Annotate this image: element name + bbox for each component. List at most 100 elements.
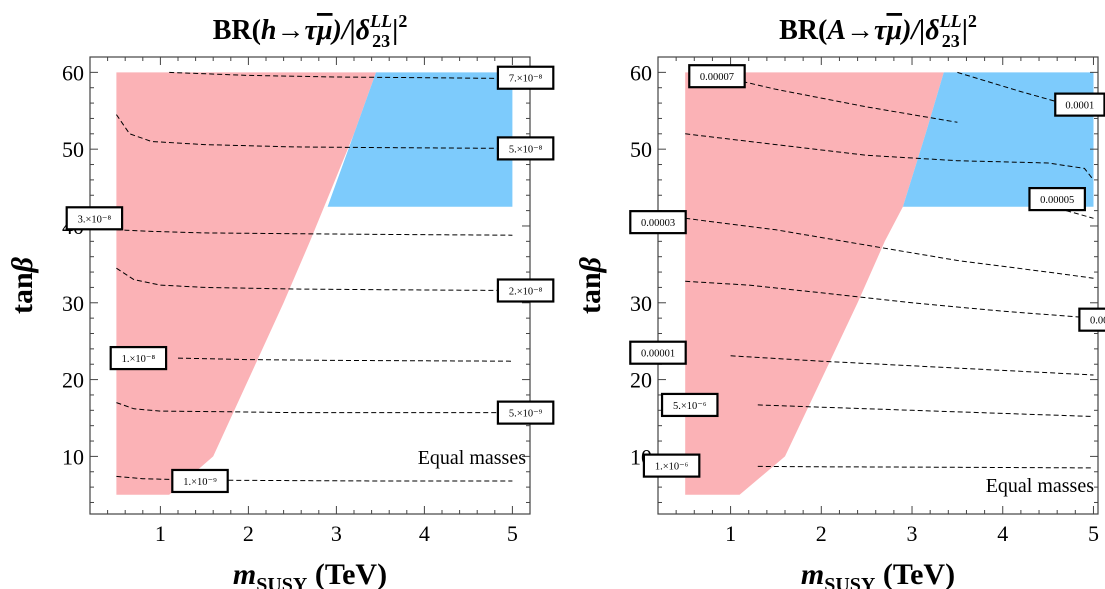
chart-panel-1: 12345102030405060Equal massesBR(h→τμ)/|δ…	[6, 11, 531, 589]
contour-line	[703, 71, 958, 123]
contour-label-text: 1.×10⁻⁶	[655, 462, 689, 473]
contour-label-box	[496, 278, 555, 303]
contour-label: 0.00002	[1078, 307, 1105, 332]
contour-line	[685, 133, 1094, 181]
contour-line	[757, 404, 1094, 417]
plot-area	[115, 71, 513, 495]
chart-title: BR(h→τμ)/|δLL 23|2	[213, 11, 408, 51]
contour-label: 5.×10⁻⁹	[496, 400, 555, 425]
y-label-tan: tan	[6, 272, 39, 314]
contour-label-box	[1078, 307, 1105, 332]
y-tick-label: 50	[62, 137, 84, 162]
x-label-unit: (TeV)	[307, 558, 387, 589]
contour-label: 0.00007	[688, 64, 746, 89]
contour-label-box	[109, 345, 168, 371]
y-axis-label: tanβ	[6, 256, 39, 314]
contour-line	[685, 217, 1094, 279]
contour-label-box	[1054, 92, 1105, 117]
title-particle: h	[261, 15, 277, 46]
contour-label: 0.00003	[629, 210, 687, 235]
x-axis-label: mSUSY (TeV)	[801, 558, 955, 589]
x-label-unit: (TeV)	[875, 558, 955, 589]
contour-label-text: 0.00001	[641, 349, 675, 360]
y-tick-label: 60	[630, 60, 652, 85]
contour-label-text: 2.×10⁻⁸	[509, 286, 543, 297]
title-subscript: 23	[942, 31, 960, 51]
x-label-sub: SUSY	[256, 574, 308, 589]
y-tick-label: 20	[62, 368, 84, 393]
contour-label-box	[688, 64, 746, 89]
contour-label-text: 0.0001	[1065, 101, 1094, 112]
plot-frame	[657, 56, 1099, 515]
contour-label-box	[1028, 186, 1086, 212]
title-bar: |	[392, 15, 398, 46]
blue-region	[902, 72, 1094, 207]
y-label-beta: β	[574, 256, 607, 273]
x-label-m: m	[801, 558, 824, 589]
y-label-tan: tan	[574, 272, 607, 314]
title-subscript: 23	[372, 31, 390, 51]
contour-label-box	[171, 468, 229, 494]
y-label-beta: β	[6, 256, 39, 273]
title-tau: τ	[305, 15, 319, 46]
blue-region	[327, 72, 513, 207]
title-particle: A	[825, 15, 846, 46]
contour-line	[116, 229, 513, 236]
contour-label: 1.×10⁻⁶	[642, 453, 701, 478]
contour-label-text: 0.00002	[1090, 316, 1105, 327]
title-arrow: →	[846, 15, 874, 46]
contour-line	[757, 465, 1094, 469]
contour-label-box	[629, 210, 687, 235]
contour-label-box	[496, 400, 555, 425]
y-tick-label: 50	[630, 137, 652, 162]
x-axis-label: mSUSY (TeV)	[233, 558, 387, 589]
title-part: BR(	[213, 15, 261, 46]
y-axis-label: tanβ	[574, 256, 607, 314]
contour-line	[730, 355, 1094, 376]
title-superscript: LL	[939, 11, 962, 31]
x-tick-label: 5	[1088, 521, 1099, 546]
y-tick-label: 10	[62, 444, 84, 469]
contour-label-text: 7.×10⁻⁸	[509, 74, 543, 85]
x-tick-label: 4	[419, 521, 430, 546]
x-label-sub: SUSY	[824, 574, 876, 589]
title-tail: )/|δ	[330, 15, 371, 46]
contour-label-box	[642, 453, 701, 478]
title-superscript: LL	[369, 11, 392, 31]
x-tick-label: 1	[725, 521, 736, 546]
contour-line	[116, 402, 513, 414]
contour-label-box	[629, 340, 687, 365]
contour-label: 2.×10⁻⁸	[496, 278, 555, 303]
x-tick-label: 3	[907, 521, 918, 546]
x-tick-label: 5	[507, 521, 518, 546]
y-tick-label: 30	[630, 291, 652, 316]
y-tick-label: 20	[630, 368, 652, 393]
title-mu: μ	[884, 15, 902, 46]
title-arrow: →	[277, 15, 305, 46]
x-label-m: m	[233, 558, 256, 589]
contour-line	[115, 114, 513, 149]
annotation-equal-masses: Equal masses	[418, 447, 527, 469]
contour-label-text: 0.00005	[1040, 195, 1074, 206]
contour-label-text: 1.×10⁻⁹	[183, 477, 217, 488]
contour-line	[177, 357, 513, 362]
contour-label: 5.×10⁻⁸	[496, 136, 555, 161]
contour-label-text: 0.00003	[641, 218, 675, 229]
contour-label-box	[65, 206, 124, 231]
title-power: 2	[968, 11, 977, 31]
contour-label: 0.00005	[1028, 186, 1086, 212]
contour-label: 0.0001	[1054, 92, 1105, 117]
y-tick-label: 30	[62, 291, 84, 316]
title-tail: )/|δ	[899, 15, 940, 46]
contour-line	[1066, 210, 1094, 219]
contour-label-text: 1.×10⁻⁸	[122, 354, 156, 365]
title-bar: |	[962, 15, 968, 46]
contour-label: 1.×10⁻⁸	[109, 345, 168, 371]
contour-label: 3.×10⁻⁸	[65, 206, 124, 231]
excluded-region	[116, 72, 377, 495]
title-tau: τ	[874, 15, 888, 46]
contour-label-box	[496, 65, 555, 90]
contour-label-text: 5.×10⁻⁸	[509, 144, 543, 155]
contour-label-box	[660, 392, 719, 418]
